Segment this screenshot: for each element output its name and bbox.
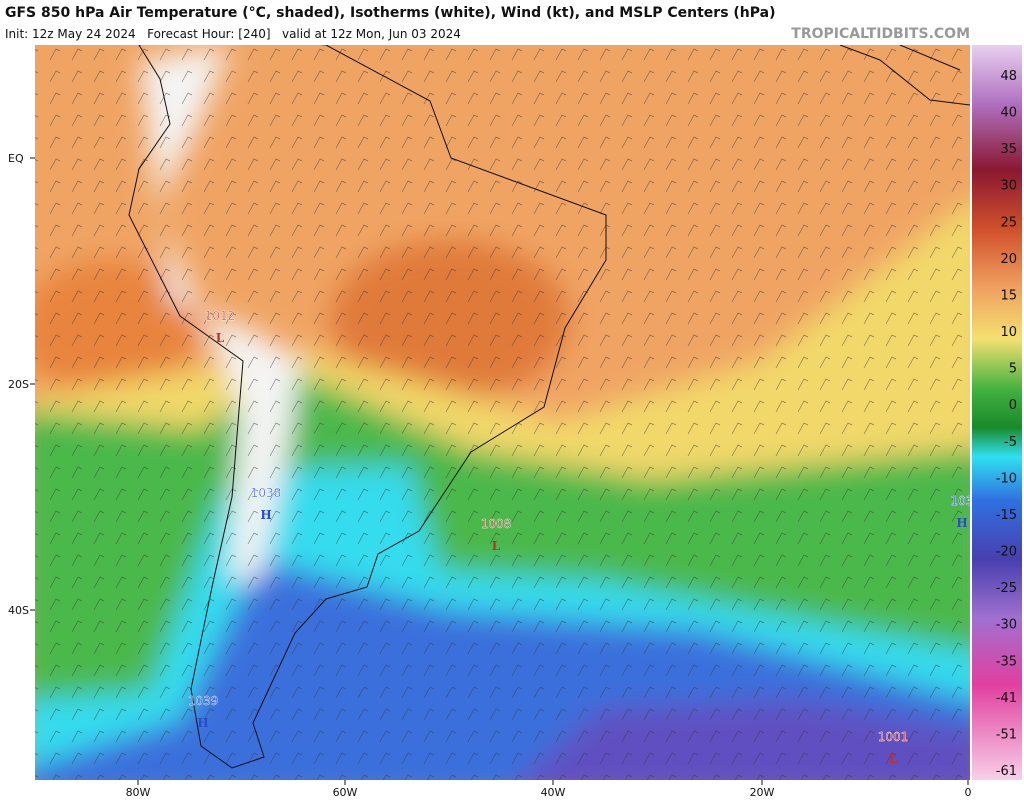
- pressure-letter: L: [216, 331, 225, 345]
- colorbar-label: -35: [996, 654, 1017, 669]
- colorbar-label: -20: [996, 545, 1017, 560]
- colorbar-label: -25: [996, 581, 1017, 596]
- colorbar-label: 35: [1000, 142, 1017, 157]
- colorbar-label: 10: [1000, 325, 1017, 340]
- lon-label: 40W: [541, 786, 566, 799]
- colorbar-label: 48: [1000, 69, 1017, 84]
- lon-label: 60W: [333, 786, 358, 799]
- colorbar-label: 30: [1000, 179, 1017, 194]
- colorbar-label: -51: [996, 727, 1017, 742]
- map: 1012 L 1038 H 1008 L 1039 H 1001 L 103 H: [35, 45, 974, 780]
- pressure-letter: L: [889, 752, 898, 766]
- wind-barbs: [35, 45, 970, 780]
- coastline: [128, 45, 607, 769]
- colorbar-label: -41: [996, 691, 1017, 706]
- lon-label: 80W: [126, 786, 151, 799]
- colorbar-label: 25: [1000, 215, 1017, 230]
- africa-coast: [839, 45, 970, 106]
- colorbar-label: -30: [996, 618, 1017, 633]
- pressure-letter: H: [260, 508, 271, 522]
- lat-label: 20S: [8, 378, 29, 391]
- colorbar-labels: 48 40 35 30 25 20 15 10 5 0 -5 -10 -15 -20 -25 -30 -35 -4…: [996, 69, 1017, 779]
- colorbar-label: 20: [1000, 252, 1017, 267]
- lat-label: EQ: [8, 152, 24, 165]
- colorbar-label: -10: [996, 471, 1017, 486]
- lon-label: 20W: [750, 786, 775, 799]
- subtitle: Init: 12z May 24 2024 Forecast Hour: [24…: [5, 27, 461, 41]
- lat-label: 40S: [8, 604, 29, 617]
- pressure-letter: L: [492, 539, 501, 553]
- title: GFS 850 hPa Air Temperature (°C, shaded)…: [5, 5, 776, 21]
- pressure-value: 103: [951, 494, 974, 508]
- colorbar-label: -61: [996, 764, 1017, 779]
- pressure-letter: H: [956, 516, 967, 530]
- pressure-letter: H: [197, 716, 208, 730]
- lon-label: 0: [965, 786, 972, 799]
- colorbar-label: -15: [996, 508, 1017, 523]
- axis-labels: EQ 20S 40S 80W 60W 40W 20W 0: [8, 152, 972, 799]
- pressure-value: 1001: [878, 730, 909, 744]
- colorbar-label: 0: [1009, 398, 1017, 413]
- colorbar: [972, 45, 1022, 780]
- pressure-value: 1039: [188, 694, 219, 708]
- watermark: TROPICALTIDBITS.COM: [791, 26, 970, 42]
- colorbar-label: -5: [1004, 435, 1017, 450]
- pressure-value: 1012: [205, 309, 236, 323]
- colorbar-label: 5: [1009, 362, 1017, 377]
- pressure-centers: 1012 L 1038 H 1008 L 1039 H 1001 L 103 H: [188, 309, 974, 766]
- pressure-value: 1038: [251, 486, 282, 500]
- colorbar-label: 40: [1000, 106, 1017, 121]
- colorbar-label: 15: [1000, 288, 1017, 303]
- pressure-value: 1008: [481, 517, 512, 531]
